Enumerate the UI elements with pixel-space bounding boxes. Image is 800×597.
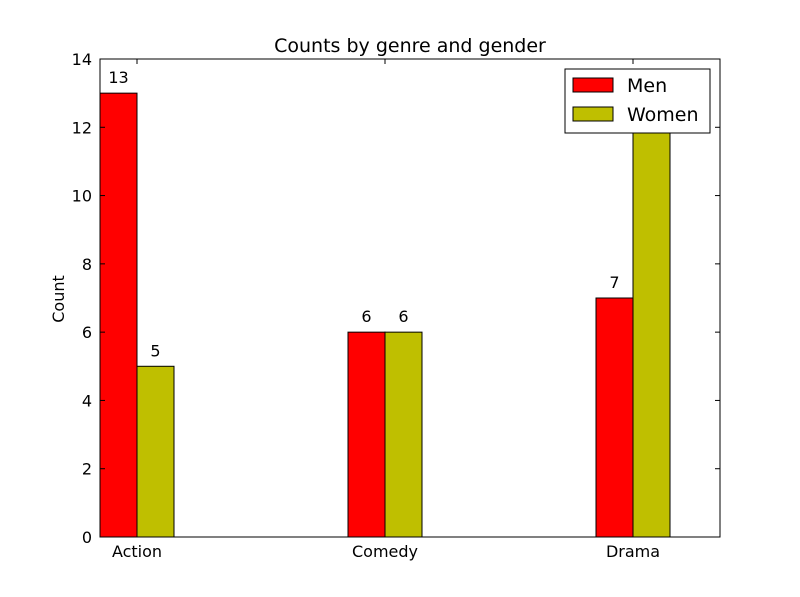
- data-label-men-action: 13: [108, 68, 128, 87]
- x-tick-label-comedy: Comedy: [352, 542, 418, 561]
- y-tick-label: 12: [72, 118, 92, 137]
- bar-men-comedy: [347, 331, 386, 538]
- legend: Men Women: [564, 68, 711, 134]
- legend-swatch-women: [572, 106, 614, 122]
- data-label-women-action: 5: [150, 341, 160, 360]
- bar-men-drama: [595, 297, 634, 538]
- bar-men-action: [99, 92, 138, 538]
- legend-label-women: Women: [627, 104, 699, 126]
- legend-label-men: Men: [627, 75, 667, 97]
- data-label-men-drama: 7: [609, 273, 619, 292]
- data-label-men-comedy: 6: [361, 307, 371, 326]
- x-tick-label-drama: Drama: [606, 542, 660, 561]
- y-tick-label: 8: [82, 255, 92, 274]
- data-label-women-comedy: 6: [398, 307, 408, 326]
- plot-area: 135Action66Comedy713Drama02468101214: [72, 50, 721, 561]
- bar-women-drama: [632, 92, 671, 538]
- bar-women-action: [136, 365, 175, 538]
- bar-women-comedy: [384, 331, 423, 538]
- legend-swatch-men: [572, 77, 614, 93]
- x-tick-label-action: Action: [112, 542, 162, 561]
- y-tick-label: 10: [72, 187, 92, 206]
- y-tick-label: 2: [82, 460, 92, 479]
- y-tick-label: 0: [82, 528, 92, 547]
- y-tick-label: 14: [72, 50, 92, 69]
- y-tick-label: 6: [82, 323, 92, 342]
- y-tick-label: 4: [82, 391, 92, 410]
- y-axis-label: Count: [49, 275, 68, 323]
- axes-frame: [99, 58, 721, 538]
- chart-title: Counts by genre and gender: [274, 35, 546, 57]
